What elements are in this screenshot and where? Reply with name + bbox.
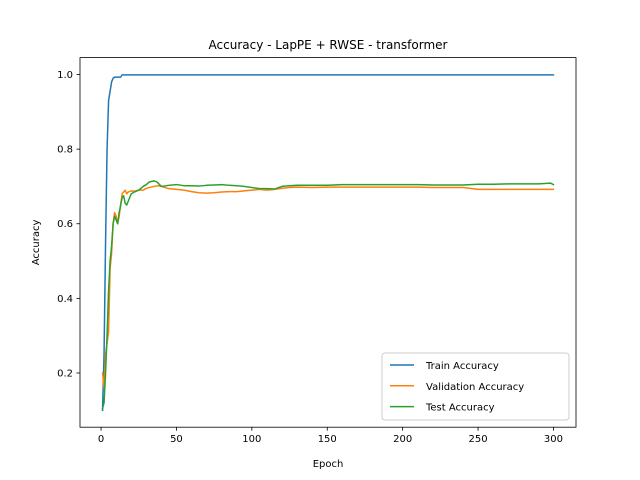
train-accuracy-line (101, 74, 555, 412)
legend-label-train-accuracy: Train Accuracy (425, 361, 499, 372)
x-tick-label: 100 (242, 434, 261, 445)
x-axis-ticks: 0 50 100 150 200 250 300 (98, 427, 563, 445)
legend: Train Accuracy Validation Accuracy Test Ac… (381, 352, 570, 421)
x-tick-label: 50 (170, 434, 183, 445)
x-tick-label: 200 (393, 434, 412, 445)
series-layer (101, 74, 555, 412)
legend-box (381, 352, 570, 421)
legend-label-validation-accuracy: Validation Accuracy (426, 382, 524, 393)
y-tick-label: 1.0 (57, 70, 73, 81)
y-axis-label: Accuracy (31, 219, 42, 265)
y-tick-label: 0.6 (57, 219, 73, 230)
chart-title: Accuracy - LapPE + RWSE - transformer (209, 38, 448, 52)
y-tick-label: 0.8 (57, 145, 73, 156)
x-tick-label: 0 (98, 434, 104, 445)
test-accuracy-line (101, 180, 555, 410)
x-tick-label: 300 (544, 434, 563, 445)
x-tick-label: 150 (318, 434, 337, 445)
x-tick-label: 250 (469, 434, 488, 445)
legend-label-test-accuracy: Test Accuracy (425, 403, 495, 414)
y-tick-label: 0.2 (57, 368, 73, 379)
axes-frame (79, 57, 577, 428)
y-tick-label: 0.4 (57, 294, 73, 305)
x-axis-label: Epoch (313, 459, 344, 470)
y-axis-ticks: 0.2 0.4 0.6 0.8 1.0 (57, 70, 80, 379)
